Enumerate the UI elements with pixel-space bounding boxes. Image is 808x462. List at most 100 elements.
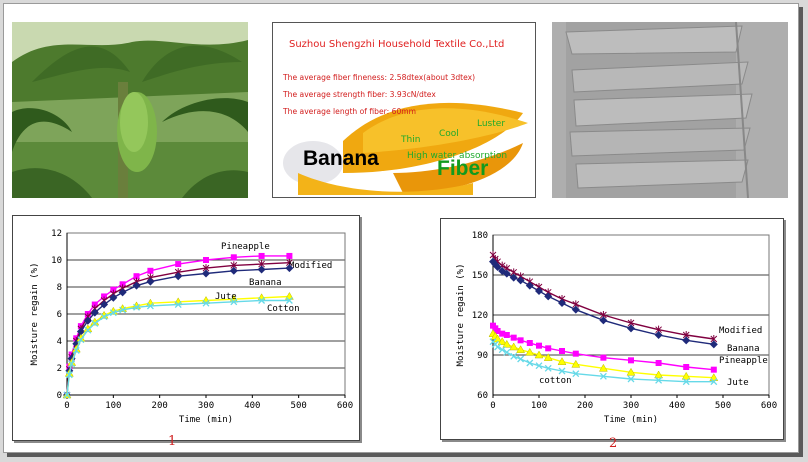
chart2-series-jute-point	[516, 345, 526, 353]
chart-2-container: 0 100 200 300 400 500 600 60 90 120 150 180 Time (mi…	[440, 218, 784, 440]
chart2-series-banana-point	[525, 281, 534, 290]
chart2-series-cotton-point	[526, 359, 534, 367]
chart1-y-tick-label: 0	[57, 391, 62, 401]
chart2-series-banana-point	[498, 267, 507, 275]
feature-thin: Thin	[401, 135, 421, 145]
chart2-y-tick-label: 180	[472, 231, 488, 241]
chart2-x-tick-label: 500	[715, 401, 731, 411]
chart2-x-tick-label: 600	[761, 401, 777, 411]
banana-plant-photo	[12, 22, 248, 198]
chart1-x-tick-label: 0	[64, 401, 69, 411]
chart2-series-pineapple-point	[517, 337, 524, 344]
chart2-series-banana-point	[544, 292, 553, 301]
chart1-series-banana-point	[257, 265, 266, 274]
chart1-series-cotton-point	[91, 319, 99, 327]
chart1-series-pineapple-point	[119, 281, 126, 288]
chart2-series-banana-point	[682, 336, 691, 345]
chart2-series-pineapple-point	[499, 330, 506, 337]
chart2-series-banana-point	[535, 287, 543, 295]
chart2-series-banana-point	[502, 269, 511, 278]
chart2-series-modified-line	[492, 254, 714, 340]
chart1-series-cotton-line	[66, 299, 290, 396]
chart1-series-banana-point	[118, 288, 127, 297]
chart2-y-tick-label: 90	[477, 351, 488, 361]
chart2-series-jute-point	[598, 363, 608, 372]
chart2-series-cotton-point	[535, 362, 543, 370]
banana-fiber-advert: Suzhou Shengzhi Household Textile Co.,Lt…	[272, 22, 536, 198]
chart1-series-cotton-point	[77, 336, 85, 344]
chart1-series-pineapple-point	[286, 252, 293, 259]
chart2-series-pineapple-point	[510, 334, 517, 341]
chart1-x-tick-label: 100	[105, 401, 121, 411]
chart2-series-jute-point	[557, 357, 567, 365]
chart2-series-pineapple-point	[545, 345, 552, 352]
chart2-series-jute-label: Jute	[727, 378, 749, 388]
chart1-series-banana-point	[90, 308, 99, 317]
chart2-series-jute-point	[525, 347, 535, 356]
chart-1: 0 100 200 300 400 500 600 0 2 4 6 8 10 12 Time (min) Mo…	[30, 229, 353, 425]
chart2-series-pineapple-point	[559, 348, 565, 354]
caption-1: 1	[168, 434, 177, 449]
chart1-x-tick-label: 300	[198, 401, 214, 411]
chart1-series-banana-point	[132, 281, 141, 290]
chart-1-container: 0 100 200 300 400 500 600 0 2 4 6 8 10 12 Time (min) Mo…	[12, 215, 360, 441]
chart1-series-banana-point	[146, 277, 155, 286]
chart2-series-pineapple-label: Pineapple	[719, 356, 768, 366]
chart2-series-jute-point	[571, 359, 581, 368]
chart2-series-cotton-point	[599, 372, 607, 380]
chart1-series-banana-point	[229, 266, 238, 275]
chart2-series-cotton-point	[710, 378, 718, 386]
chart2-series-pineapple-point	[710, 366, 717, 373]
chart1-x-tick-label: 500	[291, 401, 307, 411]
chart1-series-cotton-point	[174, 301, 182, 309]
chart1-y-tick-label: 4	[57, 337, 62, 347]
banana-bunch-illustration	[283, 102, 528, 195]
chart2-series-jute-point	[497, 337, 507, 345]
spec-fineness: The average fiber fineness: 2.58dtex(abo…	[283, 73, 476, 82]
chart1-series-pineapple-point	[101, 293, 108, 300]
chart2-x-tick-label: 100	[531, 401, 547, 411]
chart2-series-pineapple-point	[628, 357, 634, 364]
chart2-y-tick-label: 150	[472, 271, 488, 281]
fiber-word: Fiber	[437, 157, 489, 180]
caption-2: 2	[609, 436, 618, 451]
chart2-series-cotton-point	[572, 370, 580, 378]
chart1-series-jute-line	[66, 295, 290, 396]
chart1-series-banana-label: Banana	[249, 278, 282, 288]
chart2-series-banana-point	[627, 324, 635, 333]
chart2-series-banana-line	[492, 261, 714, 345]
chart2-series-cotton-point	[498, 346, 506, 354]
chart2-series-jute-point	[534, 350, 544, 359]
company-name: Suzhou Shengzhi Household Textile Co.,Lt…	[289, 39, 505, 50]
chart1-series-pineapple-point	[258, 252, 265, 259]
banana-plant-illustration	[12, 22, 248, 198]
chart1-series-banana-point	[285, 264, 294, 273]
chart2-series-cotton-point	[494, 343, 502, 351]
chart1-series-banana-point	[109, 293, 118, 302]
chart2-series-pineapple-line	[492, 325, 714, 371]
chart1-series-cotton-point	[63, 391, 71, 399]
chart2-series-banana-point	[516, 276, 525, 285]
chart2-series-banana-point	[493, 263, 502, 271]
chart2-series-banana-point	[571, 305, 580, 314]
spec-length: The average length of fiber: 60mm	[283, 107, 417, 116]
micrograph-illustration	[552, 22, 788, 198]
chart1-series-cotton-point	[100, 313, 108, 321]
chart2-series-cotton-point	[558, 367, 566, 375]
chart2-y-tick-label: 60	[477, 391, 488, 401]
chart2-series-jute-point	[502, 339, 512, 348]
chart1-series-jute-label: Jute	[215, 292, 237, 302]
chart1-x-tick-label: 200	[152, 401, 168, 411]
chart2-series-jute-point	[681, 371, 691, 380]
chart1-series-cotton-point	[258, 297, 266, 304]
chart2-series-pineapple-point	[503, 332, 510, 338]
chart2-series-cotton-point	[503, 348, 511, 356]
chart1-series-cotton-point	[146, 302, 154, 310]
feature-cool: Cool	[439, 129, 459, 139]
chart1-series-cotton-point	[202, 299, 210, 307]
chart1-y-tick-label: 10	[51, 256, 62, 266]
chart2-series-banana-point	[599, 316, 608, 325]
chart2-series-pineapple-point	[494, 328, 501, 334]
chart2-series-jute-point	[509, 342, 519, 351]
chart1-x-tick-label: 600	[337, 401, 353, 411]
